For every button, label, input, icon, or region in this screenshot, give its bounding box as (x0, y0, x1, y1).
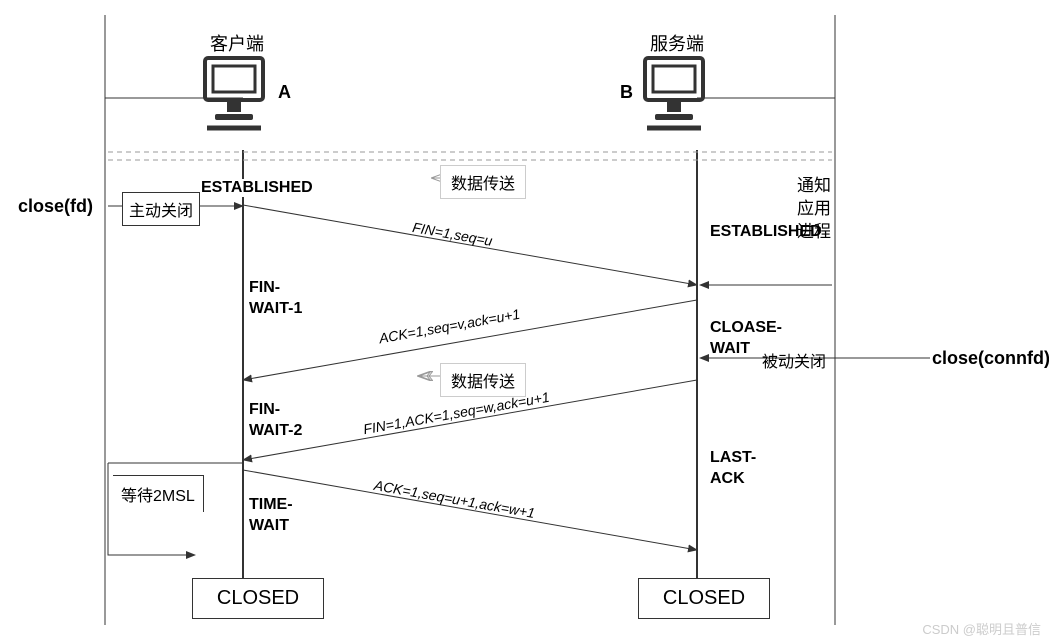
server-label-B: B (620, 82, 633, 103)
data-transfer-top: 数据传送 (440, 165, 526, 199)
client-title: 客户端 (210, 30, 264, 56)
close-fd-label: close(fd) (18, 196, 93, 217)
close-connfd-label: close(connfd) (932, 348, 1049, 369)
client-label-A: A (278, 82, 291, 103)
state-time-wait: TIME- WAIT (249, 495, 293, 537)
server-title: 服务端 (650, 30, 704, 56)
state-last-ack: LAST- ACK (710, 448, 756, 490)
state-fin-wait-1: FIN- WAIT-1 (249, 278, 302, 320)
server-closed-box: CLOSED (638, 578, 770, 619)
client-closed-box: CLOSED (192, 578, 324, 619)
server-computer-icon (645, 58, 703, 128)
state-fin-wait-2: FIN- WAIT-2 (249, 400, 302, 442)
client-computer-icon (205, 58, 263, 128)
data-transfer-mid: 数据传送 (440, 363, 526, 397)
tcp-close-diagram (0, 0, 1049, 642)
state-close-wait: CLOASE- WAIT (710, 318, 782, 360)
state-client-established: ESTABLISHED (201, 179, 313, 197)
wait-2msl-box: 等待2MSL (113, 475, 204, 512)
active-close-box: 主动关闭 (122, 192, 200, 226)
csdn-watermark: CSDN @聪明且普信 (922, 619, 1041, 638)
state-server-established: ESTABLISHED (710, 223, 822, 241)
